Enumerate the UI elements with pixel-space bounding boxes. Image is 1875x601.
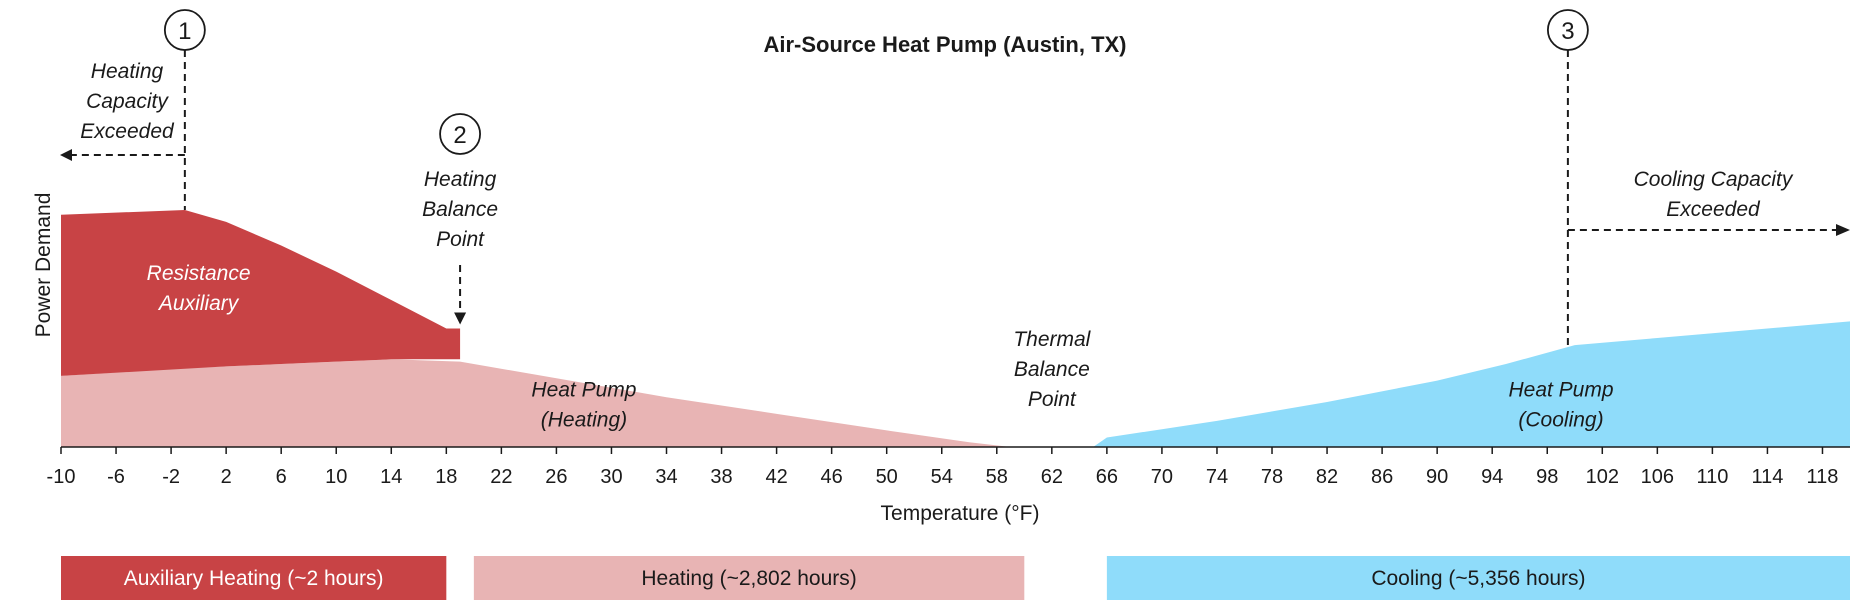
x-tick-label: 34 <box>655 466 677 488</box>
x-tick-label: 30 <box>600 466 622 488</box>
annotation-2: 2 Heating Balance Point <box>422 113 498 325</box>
x-tick-label: 118 <box>1807 466 1839 488</box>
x-tick-label: 106 <box>1641 466 1674 488</box>
x-tick-label: 82 <box>1316 466 1338 488</box>
annotation-number: 2 <box>453 122 466 149</box>
x-tick-label: 50 <box>876 466 898 488</box>
x-tick-label: -6 <box>107 466 125 488</box>
annotation-text: Heating Capacity Exceeded <box>80 60 175 143</box>
hour-band-3: Cooling (~5,356 hours) <box>1106 556 1850 600</box>
annotation-number: 1 <box>178 18 191 45</box>
x-axis-title: Temperature (°F) <box>881 502 1040 525</box>
annotation-text: Heating Balance Point <box>422 168 498 251</box>
arrow-down-icon <box>454 312 467 325</box>
hour-band-bar <box>61 556 447 600</box>
heat-pump-heating-area <box>61 359 1011 447</box>
x-tick-label: 110 <box>1696 466 1728 488</box>
arrow-left-icon <box>60 149 72 161</box>
hour-bands: Auxiliary Heating (~2 hours) Heating (~2,… <box>61 556 1850 600</box>
x-tick-label: 14 <box>380 466 402 488</box>
annotation-text: Cooling Capacity Exceeded <box>1634 168 1794 221</box>
x-tick-label: 26 <box>545 466 567 488</box>
x-tick-label: 18 <box>435 466 457 488</box>
x-tick-label: -10 <box>47 466 76 488</box>
x-tick-label: 98 <box>1536 466 1558 488</box>
x-tick-label: 22 <box>490 466 512 488</box>
x-tick-label: 2 <box>221 466 232 488</box>
area-label-1: Resistance Auxiliary <box>147 262 251 315</box>
area-label-4: Heat Pump (Cooling) <box>1508 378 1613 431</box>
x-tick-label: 70 <box>1151 466 1173 488</box>
x-tick-label: 42 <box>765 466 787 488</box>
x-tick-label: 38 <box>710 466 732 488</box>
chart-title: Air-Source Heat Pump (Austin, TX) <box>763 32 1126 57</box>
annotation-marker <box>439 113 481 155</box>
x-tick-label: 54 <box>931 466 953 488</box>
x-tick-label: 78 <box>1261 466 1283 488</box>
hour-band-label: Auxiliary Heating (~2 hours) <box>124 567 384 590</box>
x-tick-label: 94 <box>1481 466 1503 488</box>
x-tick-label: 114 <box>1751 466 1783 488</box>
area-label-3: Thermal Balance Point <box>1013 328 1091 411</box>
y-axis-title: Power Demand <box>32 193 55 338</box>
hour-band-bar <box>473 556 1025 600</box>
x-tick-label: 6 <box>276 466 287 488</box>
x-tick-label: 62 <box>1041 466 1063 488</box>
x-tick-label: 90 <box>1426 466 1448 488</box>
area-layer <box>61 210 1850 447</box>
x-tick-label: 58 <box>986 466 1008 488</box>
area-label-layer: Resistance Auxiliary Heat Pump (Heating) The… <box>147 262 1614 431</box>
hour-band-2: Heating (~2,802 hours) <box>473 556 1025 600</box>
annotation-number: 3 <box>1561 18 1574 45</box>
x-tick-label: -2 <box>162 466 180 488</box>
heat-pump-cooling-area <box>1093 321 1850 447</box>
hour-band-label: Cooling (~5,356 hours) <box>1371 567 1585 590</box>
x-tick-label: 74 <box>1206 466 1228 488</box>
x-axis-ticks: -10 -6 -2 2 6 10 14 18 22 26 30 34 38 42 46 50 54 58 62 66 7… <box>47 447 1839 488</box>
hour-band-bar <box>1106 556 1850 600</box>
x-tick-label: 10 <box>325 466 347 488</box>
area-label-2: Heat Pump (Heating) <box>531 378 636 431</box>
hour-band-label: Heating (~2,802 hours) <box>641 567 856 590</box>
arrow-right-icon <box>1836 224 1850 236</box>
x-tick-label: 66 <box>1096 466 1118 488</box>
annotation-3: 3 Cooling Capacity Exceeded <box>1546 9 1850 346</box>
x-tick-label: 86 <box>1371 466 1393 488</box>
x-tick-label: 46 <box>821 466 843 488</box>
resistance-auxiliary-area <box>61 210 461 376</box>
x-tick-label: 102 <box>1586 466 1619 488</box>
hour-band-1: Auxiliary Heating (~2 hours) <box>61 556 447 600</box>
